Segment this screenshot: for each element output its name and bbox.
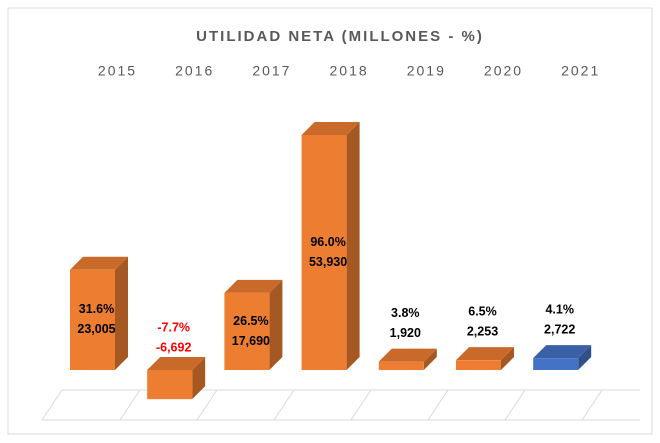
bar-side bbox=[115, 256, 128, 370]
x-tick-label: 2019 bbox=[407, 63, 446, 79]
growth-label: -7.7% bbox=[157, 320, 190, 334]
x-tick-label: 2021 bbox=[561, 63, 600, 79]
x-tick-label: 2017 bbox=[252, 63, 291, 79]
chart-title: UTILIDAD NETA (MILLONES - %) bbox=[196, 28, 484, 45]
data-label: -6,692 bbox=[156, 340, 191, 354]
growth-label: 31.6% bbox=[79, 302, 114, 316]
growth-label: 6.5% bbox=[468, 304, 497, 318]
bar-side bbox=[346, 122, 360, 370]
bar bbox=[70, 269, 115, 370]
bar bbox=[224, 292, 270, 370]
growth-label: 4.1% bbox=[545, 302, 574, 316]
bar-side bbox=[423, 348, 437, 370]
bar bbox=[456, 360, 501, 370]
bar-top bbox=[533, 345, 592, 359]
bar-top bbox=[70, 256, 128, 270]
x-tick-label: 2018 bbox=[330, 63, 369, 79]
data-label: 23,005 bbox=[77, 322, 115, 336]
data-label: 17,690 bbox=[232, 334, 270, 348]
growth-label: 3.8% bbox=[391, 306, 420, 320]
bar bbox=[533, 358, 579, 370]
bar-top bbox=[147, 357, 206, 370]
bar-side bbox=[578, 345, 592, 370]
bar bbox=[301, 135, 347, 370]
bar-side bbox=[501, 347, 514, 370]
bar-top bbox=[456, 347, 514, 361]
bar bbox=[147, 370, 193, 400]
data-label: 2,253 bbox=[467, 324, 498, 338]
data-label: 53,930 bbox=[309, 255, 347, 269]
bar-top bbox=[301, 122, 360, 135]
growth-label: 26.5% bbox=[233, 314, 268, 328]
bar-top bbox=[224, 279, 283, 293]
growth-label: 96.0% bbox=[310, 235, 345, 249]
bar-side bbox=[269, 279, 283, 370]
bar bbox=[378, 361, 424, 370]
data-label: 1,920 bbox=[390, 326, 421, 340]
bar-side bbox=[192, 357, 206, 400]
x-tick-label: 2015 bbox=[98, 63, 137, 79]
x-tick-label: 2020 bbox=[484, 63, 523, 79]
data-label: 2,722 bbox=[544, 322, 575, 336]
bar-top bbox=[378, 348, 437, 362]
x-tick-label: 2016 bbox=[175, 63, 214, 79]
